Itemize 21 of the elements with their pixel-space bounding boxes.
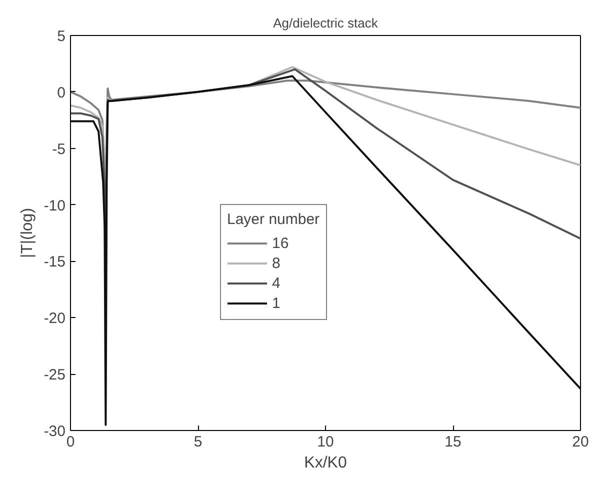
chart-title: Ag/dielectric stack <box>273 16 378 30</box>
legend-label: 1 <box>272 294 282 312</box>
x-tick-label: 15 <box>444 434 462 450</box>
x-tick-label: 20 <box>572 434 589 450</box>
legend-label: 4 <box>272 274 282 292</box>
x-axis-title: Kx/K0 <box>304 454 347 472</box>
x-tick-label: 10 <box>317 434 334 450</box>
y-tick-label: -5 <box>52 140 66 158</box>
y-tick-label: -10 <box>44 197 66 214</box>
legend-title: Layer number <box>227 211 320 228</box>
y-tick-label: -20 <box>44 310 66 328</box>
legend-label: 16 <box>272 234 290 252</box>
y-tick-label: -25 <box>44 366 66 384</box>
y-tick-label: 0 <box>57 84 66 102</box>
y-tick-label: -30 <box>44 423 66 440</box>
y-tick-label: 5 <box>57 28 66 45</box>
legend-label: 8 <box>272 254 282 272</box>
line-series <box>70 75 580 426</box>
y-axis-title: |T|(log) <box>18 208 36 258</box>
x-tick-label: 5 <box>194 434 202 450</box>
y-tick-label: -15 <box>44 254 66 271</box>
